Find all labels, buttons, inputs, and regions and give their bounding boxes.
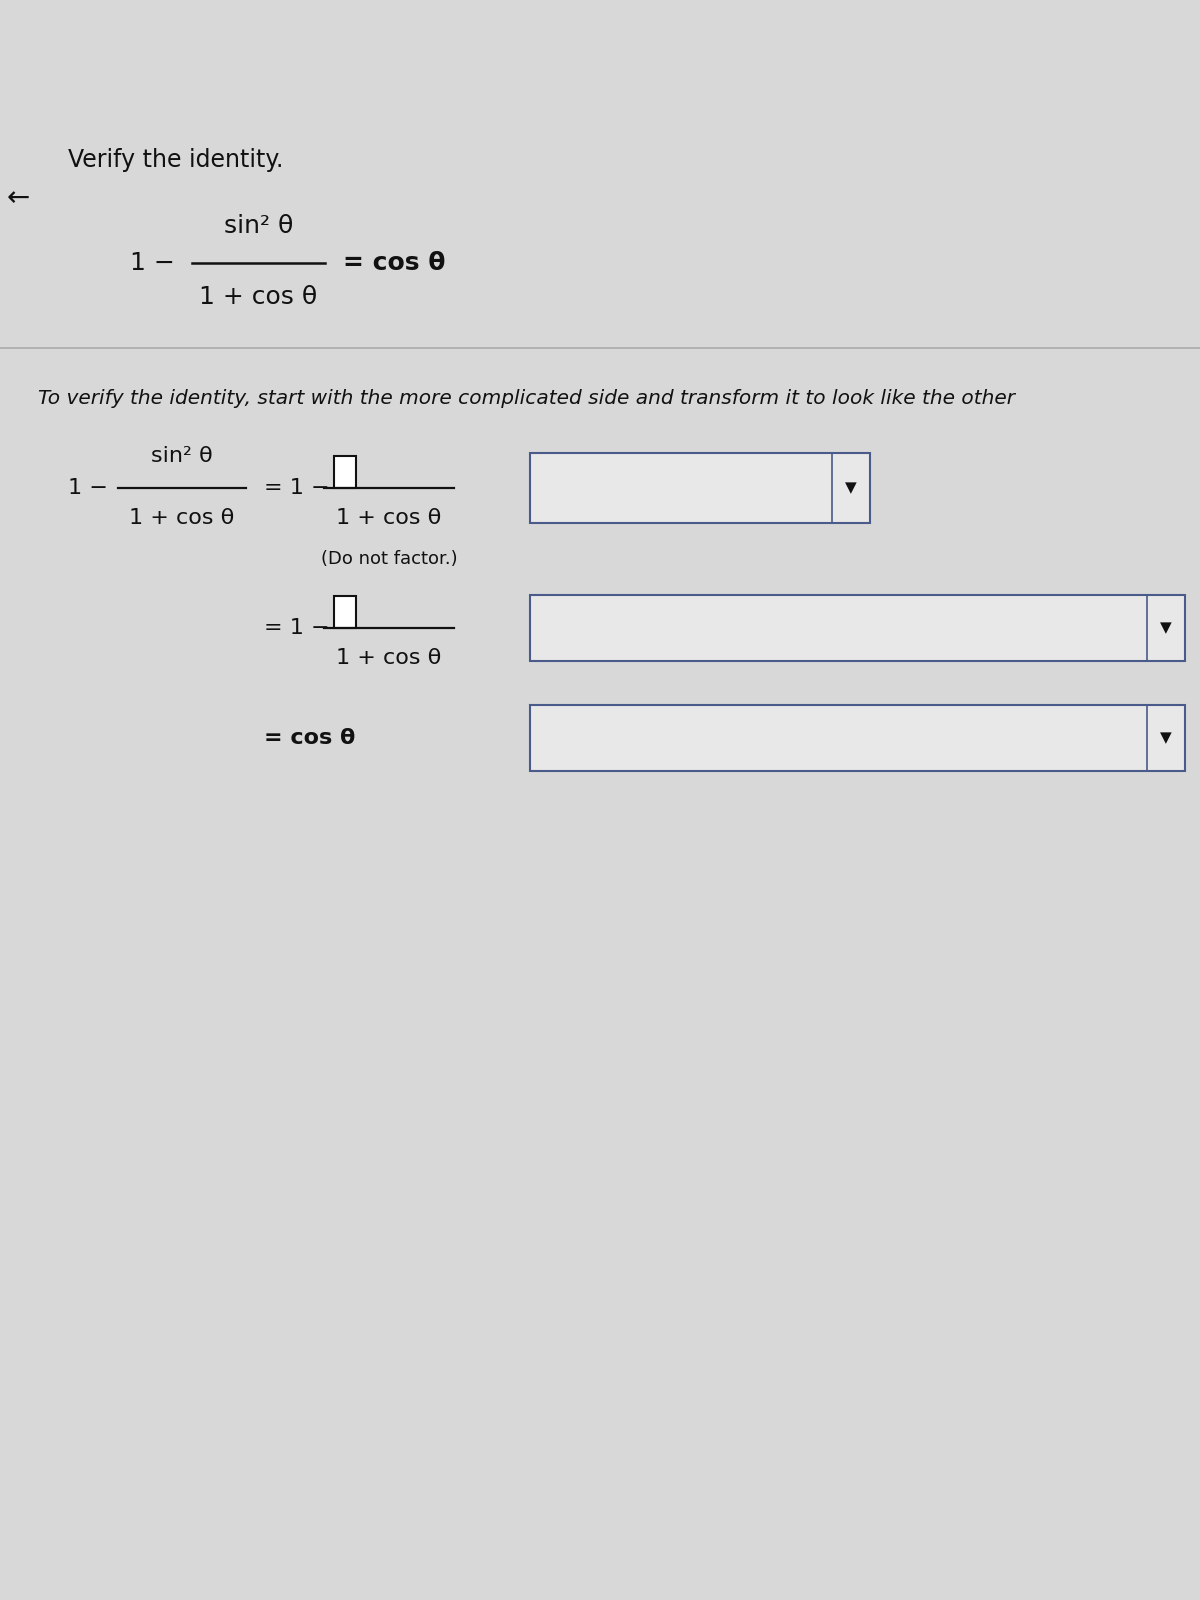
Text: = cos θ: = cos θ bbox=[264, 728, 355, 749]
Text: = 1 −: = 1 − bbox=[264, 478, 330, 498]
Text: 1 + cos θ: 1 + cos θ bbox=[199, 285, 318, 309]
Text: = 1 −: = 1 − bbox=[264, 618, 330, 638]
Bar bbox=[530, 453, 870, 523]
Text: ▼: ▼ bbox=[1160, 621, 1172, 635]
Text: ←: ← bbox=[6, 184, 30, 211]
Text: 1 + cos θ: 1 + cos θ bbox=[336, 509, 442, 528]
Text: ▼: ▼ bbox=[1160, 731, 1172, 746]
Bar bbox=[334, 595, 356, 627]
Text: 1 + cos θ: 1 + cos θ bbox=[130, 509, 235, 528]
Text: = cos θ: = cos θ bbox=[343, 251, 445, 275]
Text: 1 −: 1 − bbox=[68, 478, 108, 498]
Text: To verify the identity, start with the more complicated side and transform it to: To verify the identity, start with the m… bbox=[38, 389, 1015, 408]
Text: (Do not factor.): (Do not factor.) bbox=[320, 550, 457, 568]
Text: Verify the identity.: Verify the identity. bbox=[68, 149, 283, 171]
Bar bbox=[530, 595, 1186, 661]
Text: ▼: ▼ bbox=[845, 480, 857, 496]
Text: 1 + cos θ: 1 + cos θ bbox=[336, 648, 442, 669]
Bar bbox=[530, 706, 1186, 771]
Text: 1 −: 1 − bbox=[130, 251, 175, 275]
Text: sin² θ: sin² θ bbox=[151, 446, 212, 466]
Bar bbox=[334, 456, 356, 488]
Text: sin² θ: sin² θ bbox=[224, 214, 293, 238]
